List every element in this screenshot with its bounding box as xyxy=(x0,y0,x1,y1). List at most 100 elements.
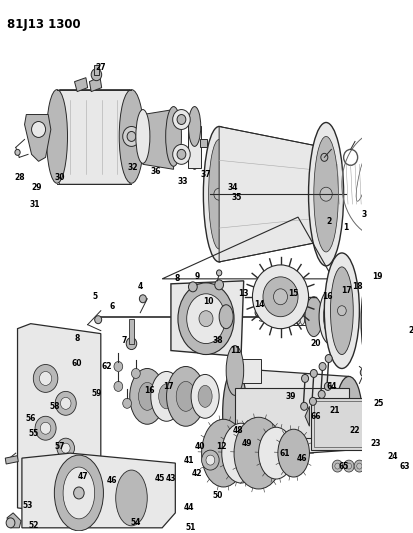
Ellipse shape xyxy=(309,123,344,266)
Text: 52: 52 xyxy=(28,521,38,530)
Ellipse shape xyxy=(295,309,301,325)
Circle shape xyxy=(320,187,332,201)
Circle shape xyxy=(62,443,70,453)
Polygon shape xyxy=(235,368,349,458)
Ellipse shape xyxy=(119,90,144,183)
Text: 26: 26 xyxy=(408,326,413,335)
Circle shape xyxy=(95,316,102,324)
Text: 2: 2 xyxy=(326,216,331,225)
Ellipse shape xyxy=(187,294,225,344)
Ellipse shape xyxy=(219,305,233,329)
Text: 21: 21 xyxy=(330,406,340,415)
Text: 35: 35 xyxy=(232,193,242,201)
Ellipse shape xyxy=(130,368,165,424)
Circle shape xyxy=(126,337,137,350)
Text: 28: 28 xyxy=(14,173,25,182)
Circle shape xyxy=(40,422,51,434)
Text: 27: 27 xyxy=(95,63,106,72)
Text: 62: 62 xyxy=(102,362,112,371)
Circle shape xyxy=(350,299,357,306)
Ellipse shape xyxy=(305,297,323,337)
Bar xyxy=(314,401,387,447)
Polygon shape xyxy=(392,406,396,426)
Circle shape xyxy=(214,188,224,200)
Ellipse shape xyxy=(309,309,314,325)
Circle shape xyxy=(319,362,326,370)
Text: 11: 11 xyxy=(230,346,240,355)
Ellipse shape xyxy=(259,427,294,479)
Circle shape xyxy=(294,399,301,407)
Polygon shape xyxy=(305,406,309,426)
Ellipse shape xyxy=(166,107,181,166)
Text: 20: 20 xyxy=(310,339,321,348)
Text: 12: 12 xyxy=(216,442,227,451)
Circle shape xyxy=(335,463,340,469)
Ellipse shape xyxy=(63,467,95,519)
Circle shape xyxy=(177,149,186,159)
Circle shape xyxy=(35,416,56,440)
Circle shape xyxy=(33,365,58,392)
Text: 17: 17 xyxy=(341,286,351,295)
Text: 46: 46 xyxy=(297,454,308,463)
Text: 3: 3 xyxy=(361,209,366,219)
Circle shape xyxy=(301,375,309,382)
Text: 16: 16 xyxy=(144,386,154,395)
Polygon shape xyxy=(340,309,347,325)
Ellipse shape xyxy=(198,385,212,407)
Text: 13: 13 xyxy=(238,289,249,298)
Text: 1: 1 xyxy=(344,223,349,231)
Text: 8: 8 xyxy=(174,274,180,284)
Text: 22: 22 xyxy=(350,426,360,435)
Ellipse shape xyxy=(223,368,247,458)
Circle shape xyxy=(123,126,140,147)
Ellipse shape xyxy=(203,126,235,262)
Ellipse shape xyxy=(46,90,67,183)
Text: 32: 32 xyxy=(128,163,138,172)
Text: 18: 18 xyxy=(352,282,363,292)
Text: 23: 23 xyxy=(370,439,380,448)
Circle shape xyxy=(259,402,266,410)
Text: 17: 17 xyxy=(163,382,173,391)
Text: 31: 31 xyxy=(30,200,40,208)
Text: 37: 37 xyxy=(201,170,211,179)
Circle shape xyxy=(379,367,384,374)
Ellipse shape xyxy=(324,253,359,368)
Polygon shape xyxy=(143,110,173,169)
Ellipse shape xyxy=(323,297,339,337)
Ellipse shape xyxy=(304,309,309,325)
Circle shape xyxy=(301,402,308,410)
Circle shape xyxy=(173,144,190,164)
Polygon shape xyxy=(17,324,101,518)
Circle shape xyxy=(40,372,52,385)
Ellipse shape xyxy=(287,309,292,325)
Text: 30: 30 xyxy=(55,173,65,182)
Circle shape xyxy=(405,356,410,361)
Circle shape xyxy=(131,368,140,378)
Ellipse shape xyxy=(300,309,305,325)
Circle shape xyxy=(114,361,123,372)
Bar xyxy=(200,140,207,148)
Text: 50: 50 xyxy=(212,491,223,500)
Circle shape xyxy=(206,455,215,465)
Circle shape xyxy=(310,369,317,377)
Text: 58: 58 xyxy=(49,402,59,411)
Ellipse shape xyxy=(202,419,245,487)
Ellipse shape xyxy=(166,367,205,426)
Ellipse shape xyxy=(55,455,103,531)
Text: 55: 55 xyxy=(28,429,38,438)
Ellipse shape xyxy=(136,110,150,163)
Circle shape xyxy=(216,270,222,276)
Circle shape xyxy=(394,364,399,369)
Text: 54: 54 xyxy=(131,519,141,527)
Text: 65: 65 xyxy=(338,462,349,471)
Ellipse shape xyxy=(330,267,353,354)
Circle shape xyxy=(55,391,76,415)
Text: 47: 47 xyxy=(78,472,88,481)
Text: 44: 44 xyxy=(183,503,194,512)
Circle shape xyxy=(291,395,305,411)
Circle shape xyxy=(57,438,74,458)
Text: 14: 14 xyxy=(254,300,265,309)
Text: 53: 53 xyxy=(23,502,33,511)
Text: 40: 40 xyxy=(195,442,205,451)
Circle shape xyxy=(177,115,186,125)
